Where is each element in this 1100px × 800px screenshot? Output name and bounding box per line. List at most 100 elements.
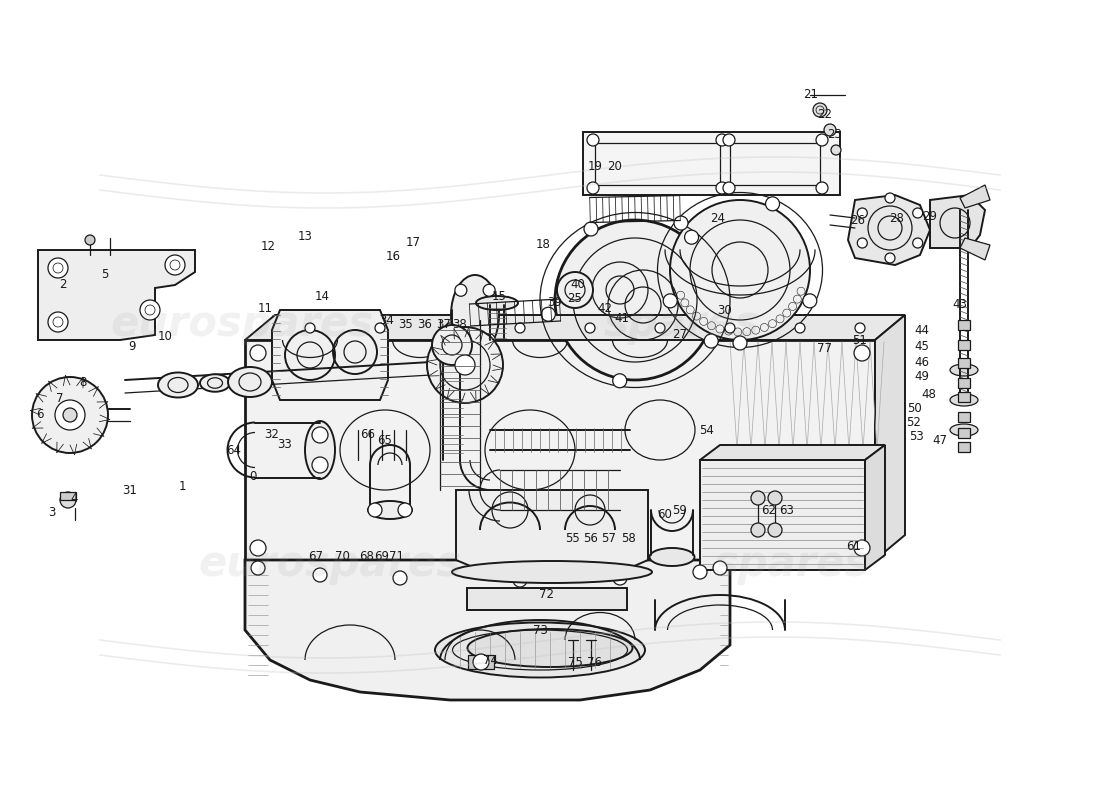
- Text: 45: 45: [914, 341, 929, 354]
- Text: 31: 31: [122, 483, 138, 497]
- Text: 16: 16: [385, 250, 400, 263]
- Text: 15: 15: [492, 290, 506, 303]
- Circle shape: [48, 312, 68, 332]
- Polygon shape: [848, 195, 930, 265]
- Text: 70: 70: [334, 550, 350, 563]
- Circle shape: [913, 208, 923, 218]
- Text: 35: 35: [398, 318, 414, 331]
- Text: 17: 17: [406, 235, 420, 249]
- Text: 68: 68: [360, 550, 374, 563]
- Bar: [958, 442, 970, 452]
- Circle shape: [140, 300, 159, 320]
- Text: 2: 2: [59, 278, 67, 291]
- Text: 29: 29: [923, 210, 937, 222]
- Text: 61: 61: [847, 539, 861, 553]
- Circle shape: [375, 323, 385, 333]
- Circle shape: [613, 571, 627, 585]
- Circle shape: [716, 182, 728, 194]
- Circle shape: [251, 561, 265, 575]
- Bar: [468, 655, 494, 669]
- Circle shape: [427, 327, 503, 403]
- Ellipse shape: [468, 629, 632, 667]
- Polygon shape: [960, 238, 990, 260]
- Circle shape: [913, 238, 923, 248]
- Circle shape: [584, 222, 598, 236]
- Circle shape: [723, 134, 735, 146]
- Text: 47: 47: [933, 434, 947, 446]
- Bar: [958, 412, 970, 422]
- Text: 43: 43: [953, 298, 967, 310]
- Circle shape: [766, 197, 780, 211]
- Bar: [958, 392, 970, 402]
- Bar: [958, 340, 970, 350]
- Circle shape: [515, 323, 525, 333]
- Circle shape: [704, 334, 718, 348]
- Ellipse shape: [451, 275, 499, 355]
- Text: 10: 10: [157, 330, 173, 343]
- Polygon shape: [583, 132, 840, 195]
- Circle shape: [48, 258, 68, 278]
- Text: 9: 9: [129, 341, 135, 354]
- Circle shape: [674, 216, 688, 230]
- Circle shape: [60, 492, 76, 508]
- Text: 0: 0: [250, 470, 256, 483]
- Text: 8: 8: [79, 375, 87, 389]
- Text: 44: 44: [914, 323, 929, 337]
- Polygon shape: [960, 185, 990, 208]
- Circle shape: [432, 325, 472, 365]
- Circle shape: [250, 345, 266, 361]
- Circle shape: [854, 540, 870, 556]
- Circle shape: [795, 323, 805, 333]
- Text: 34: 34: [379, 314, 395, 326]
- Circle shape: [768, 491, 782, 505]
- Circle shape: [312, 427, 328, 443]
- Circle shape: [654, 323, 666, 333]
- Circle shape: [455, 284, 466, 296]
- Circle shape: [854, 345, 870, 361]
- Circle shape: [824, 124, 836, 136]
- Text: 4: 4: [70, 491, 78, 505]
- Text: 1: 1: [178, 481, 186, 494]
- Circle shape: [55, 400, 85, 430]
- Text: 22: 22: [817, 109, 833, 122]
- Text: 12: 12: [261, 239, 275, 253]
- Text: 77: 77: [817, 342, 833, 355]
- Text: 37: 37: [437, 318, 451, 331]
- Circle shape: [857, 208, 867, 218]
- Ellipse shape: [158, 373, 198, 398]
- Text: 21: 21: [803, 89, 818, 102]
- Polygon shape: [456, 490, 648, 570]
- Text: 73: 73: [532, 623, 548, 637]
- Circle shape: [857, 238, 867, 248]
- Bar: [958, 320, 970, 330]
- Text: 50: 50: [906, 402, 922, 414]
- Polygon shape: [930, 195, 984, 248]
- Circle shape: [473, 654, 490, 670]
- Polygon shape: [39, 250, 195, 340]
- Text: 41: 41: [615, 311, 629, 325]
- Polygon shape: [874, 315, 905, 560]
- Text: 46: 46: [914, 355, 929, 369]
- Text: 30: 30: [717, 303, 733, 317]
- Ellipse shape: [368, 501, 412, 519]
- Circle shape: [32, 377, 108, 453]
- Circle shape: [684, 230, 699, 244]
- Polygon shape: [272, 310, 388, 400]
- Text: 53: 53: [909, 430, 923, 443]
- Bar: [245, 340, 874, 560]
- Bar: [700, 460, 865, 570]
- Text: 67: 67: [308, 550, 323, 563]
- Text: 62: 62: [761, 505, 777, 518]
- Circle shape: [813, 103, 827, 117]
- Circle shape: [556, 220, 715, 380]
- Circle shape: [455, 334, 466, 346]
- Text: 39: 39: [548, 297, 562, 310]
- Ellipse shape: [200, 374, 230, 392]
- Text: 25: 25: [568, 293, 582, 306]
- Text: 26: 26: [850, 214, 866, 226]
- Circle shape: [393, 571, 407, 585]
- Text: eurospares: eurospares: [198, 543, 462, 585]
- Circle shape: [587, 182, 600, 194]
- Circle shape: [250, 540, 266, 556]
- Circle shape: [693, 565, 707, 579]
